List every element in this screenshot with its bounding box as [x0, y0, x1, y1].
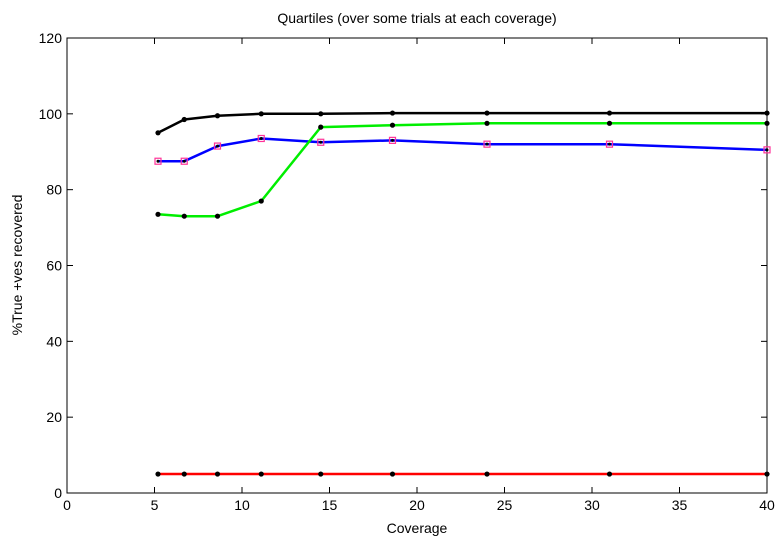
data-point — [484, 471, 490, 477]
data-point — [318, 471, 324, 477]
y-axis-label: %True +ves recovered — [9, 195, 25, 336]
data-point-square — [180, 157, 188, 165]
y-tick-label: 100 — [39, 106, 63, 122]
data-point — [156, 159, 160, 163]
data-point — [214, 471, 221, 477]
data-point — [606, 471, 613, 477]
data-point-square — [605, 140, 614, 148]
data-point — [258, 111, 264, 117]
data-point — [258, 198, 264, 204]
x-tick-label: 20 — [409, 497, 425, 513]
data-point-square — [154, 157, 162, 165]
data-point — [606, 110, 613, 116]
plot-area — [66, 37, 768, 494]
x-axis-label: Coverage — [387, 520, 448, 536]
chart-title: Quartiles (over some trials at each cove… — [277, 10, 556, 26]
data-point — [318, 124, 324, 130]
x-tick-label: 5 — [151, 497, 159, 513]
data-point — [389, 122, 396, 128]
data-point — [764, 120, 770, 126]
data-point — [485, 142, 489, 146]
data-point — [389, 110, 396, 116]
x-tick-label: 10 — [234, 497, 250, 513]
y-tick-label: 60 — [46, 258, 62, 274]
data-point — [765, 148, 769, 152]
data-point-square — [213, 142, 222, 150]
data-point — [181, 471, 187, 477]
data-point — [155, 130, 161, 136]
y-tick-label: 40 — [46, 333, 62, 349]
data-point — [181, 213, 187, 219]
data-point — [764, 110, 770, 116]
data-point-square — [388, 136, 397, 144]
x-tick-label: 15 — [322, 497, 338, 513]
x-tick-label: 40 — [759, 497, 775, 513]
data-point — [319, 140, 323, 144]
axis-ticks: 0 5 10 15 20 25 30 35 40 0 20 40 60 80 100 120 — [39, 30, 775, 513]
data-point — [216, 144, 219, 148]
data-point — [181, 116, 187, 123]
y-tick-label: 120 — [39, 30, 63, 46]
data-point — [214, 113, 221, 119]
data-point — [608, 142, 611, 146]
data-point — [318, 111, 324, 117]
x-tick-label: 30 — [584, 497, 600, 513]
y-tick-label: 20 — [46, 409, 62, 425]
y-tick-label: 0 — [54, 485, 62, 501]
data-point — [389, 471, 396, 477]
data-point — [391, 138, 394, 142]
series-markers — [154, 110, 771, 477]
data-point — [764, 471, 770, 477]
data-point-square — [763, 146, 771, 154]
data-point-square — [257, 134, 265, 143]
data-point-square — [317, 138, 325, 146]
data-point — [258, 471, 264, 477]
data-point-square — [483, 140, 491, 148]
data-point — [155, 211, 161, 217]
data-point — [182, 159, 186, 163]
x-tick-label: 25 — [497, 497, 513, 513]
x-tick-label: 35 — [672, 497, 688, 513]
data-point — [214, 213, 221, 219]
data-point — [259, 136, 263, 140]
data-point — [484, 120, 490, 126]
x-tick-label: 0 — [63, 497, 71, 513]
data-point — [606, 120, 613, 126]
data-point — [155, 471, 161, 477]
y-tick-label: 80 — [46, 182, 62, 198]
data-point — [484, 110, 490, 116]
